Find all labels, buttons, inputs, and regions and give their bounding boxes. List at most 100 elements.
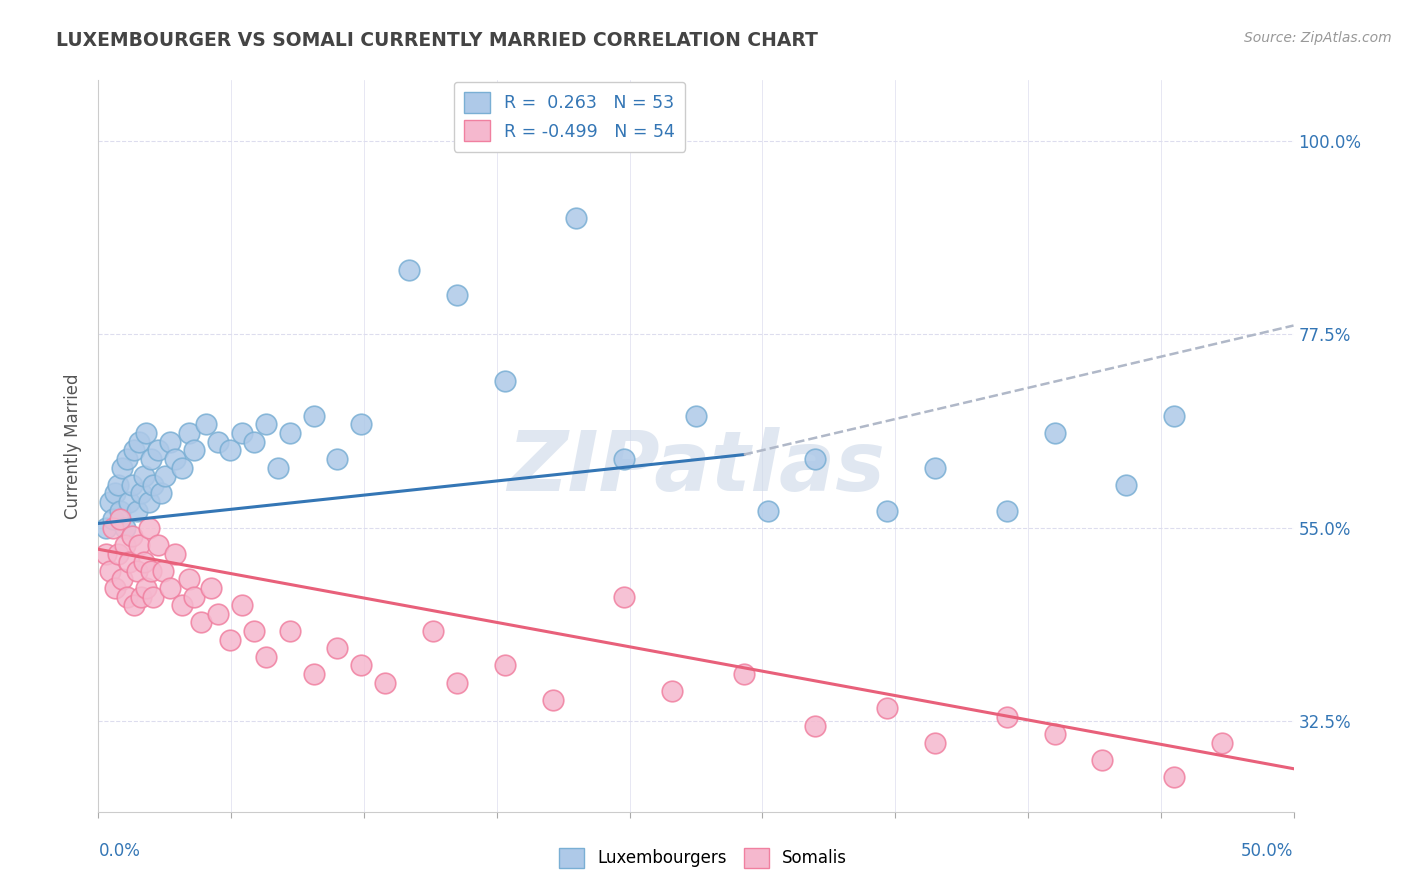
Point <box>108 512 131 526</box>
Point <box>121 477 143 491</box>
Point <box>876 701 898 715</box>
Text: Source: ZipAtlas.com: Source: ZipAtlas.com <box>1244 31 1392 45</box>
Point <box>114 521 136 535</box>
Point <box>128 538 150 552</box>
Point <box>231 426 253 441</box>
Point <box>115 451 138 466</box>
Text: LUXEMBOURGER VS SOMALI CURRENTLY MARRIED CORRELATION CHART: LUXEMBOURGER VS SOMALI CURRENTLY MARRIED… <box>56 31 818 50</box>
Point <box>278 426 301 441</box>
Point <box>159 434 181 449</box>
Text: 0.0%: 0.0% <box>98 842 141 860</box>
Point <box>125 503 148 517</box>
Point <box>139 564 162 578</box>
Point <box>1163 409 1185 423</box>
Point <box>159 581 181 595</box>
Point <box>107 477 129 491</box>
Point <box>101 512 124 526</box>
Point <box>326 641 349 656</box>
Point <box>661 684 683 698</box>
Point <box>565 211 588 225</box>
Point <box>163 451 186 466</box>
Point <box>685 409 707 423</box>
Point <box>148 443 170 458</box>
Point <box>138 495 160 509</box>
Y-axis label: Currently Married: Currently Married <box>65 373 83 519</box>
Point <box>132 469 155 483</box>
Point <box>131 486 153 500</box>
Point <box>254 649 277 664</box>
Point <box>231 598 253 612</box>
Point <box>135 581 157 595</box>
Point <box>138 521 160 535</box>
Point <box>183 590 205 604</box>
Point <box>494 375 516 389</box>
Point <box>172 460 194 475</box>
Point <box>243 624 266 638</box>
Point <box>326 451 349 466</box>
Text: ZIPatlas: ZIPatlas <box>508 427 884 508</box>
Point <box>108 503 131 517</box>
Point <box>107 547 129 561</box>
Point <box>179 426 201 441</box>
Point <box>142 590 165 604</box>
Point <box>1211 736 1233 750</box>
Text: 50.0%: 50.0% <box>1241 842 1294 860</box>
Point <box>804 719 827 733</box>
Point <box>195 417 218 432</box>
Point <box>398 262 420 277</box>
Point <box>139 451 162 466</box>
Point <box>446 288 468 302</box>
Point <box>94 547 117 561</box>
Point <box>200 581 222 595</box>
Point <box>207 434 229 449</box>
Point <box>804 451 827 466</box>
Point <box>733 667 755 681</box>
Point <box>124 443 146 458</box>
Point <box>98 495 122 509</box>
Point <box>104 486 127 500</box>
Point <box>924 736 946 750</box>
Legend: R =  0.263   N = 53, R = -0.499   N = 54: R = 0.263 N = 53, R = -0.499 N = 54 <box>454 82 685 152</box>
Point <box>1115 477 1137 491</box>
Point <box>152 564 174 578</box>
Point <box>183 443 205 458</box>
Point <box>121 529 143 543</box>
Point <box>278 624 301 638</box>
Point <box>101 521 124 535</box>
Point <box>374 675 396 690</box>
Point <box>756 503 779 517</box>
Point <box>446 675 468 690</box>
Point <box>350 658 373 673</box>
Point <box>115 590 138 604</box>
Point <box>302 409 325 423</box>
Point <box>422 624 444 638</box>
Point <box>142 477 165 491</box>
Point <box>494 658 516 673</box>
Point <box>1043 727 1066 741</box>
Point <box>207 607 229 621</box>
Point <box>124 598 146 612</box>
Point <box>613 451 636 466</box>
Point <box>155 469 177 483</box>
Point <box>243 434 266 449</box>
Point <box>541 693 564 707</box>
Point <box>172 598 194 612</box>
Point <box>613 590 636 604</box>
Point <box>190 615 212 630</box>
Point <box>267 460 290 475</box>
Point <box>302 667 325 681</box>
Point <box>219 443 242 458</box>
Point <box>104 581 127 595</box>
Point <box>1043 426 1066 441</box>
Point <box>995 710 1018 724</box>
Point <box>163 547 186 561</box>
Point <box>132 555 155 569</box>
Point <box>125 564 148 578</box>
Point <box>924 460 946 475</box>
Point <box>1163 770 1185 784</box>
Point <box>1091 753 1114 767</box>
Point <box>135 426 157 441</box>
Point <box>254 417 277 432</box>
Point <box>94 521 117 535</box>
Point <box>118 555 141 569</box>
